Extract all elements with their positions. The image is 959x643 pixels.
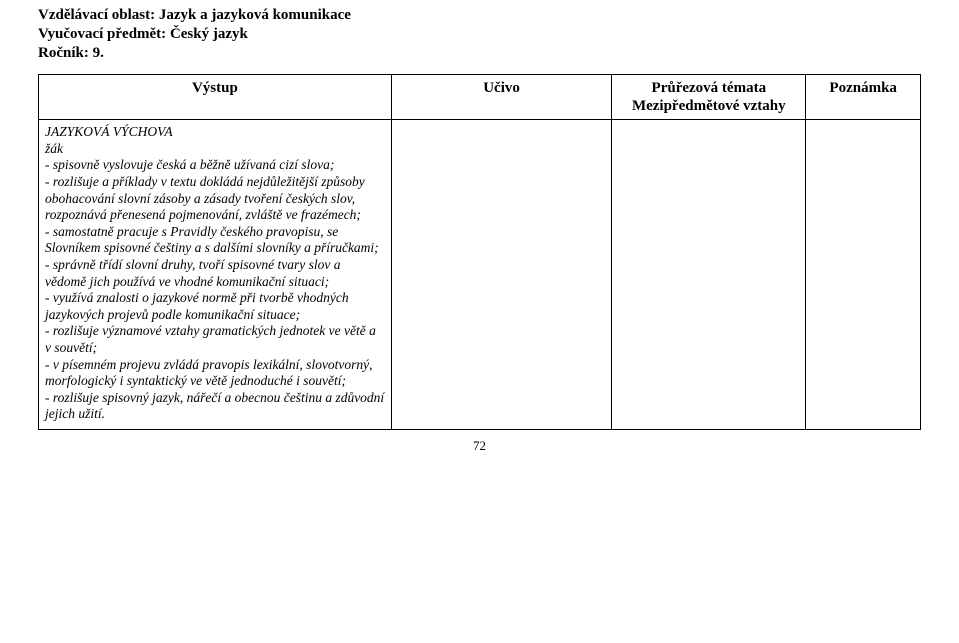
content-bullet: - rozlišuje spisovný jazyk, nářečí a obe… [45, 390, 385, 423]
cell-ucivo [391, 120, 612, 430]
cell-vystup: JAZYKOVÁ VÝCHOVA žák - spisovně vyslovuj… [39, 120, 392, 430]
header-line-3: Ročník: 9. [38, 44, 921, 63]
table-row: JAZYKOVÁ VÝCHOVA žák - spisovně vyslovuj… [39, 120, 921, 430]
content-bullet: - správně třídí slovní druhy, tvoří spis… [45, 257, 385, 290]
header-label-3: Ročník: [38, 45, 89, 61]
content-bullet: - využívá znalosti o jazykové normě při … [45, 290, 385, 323]
page-container: Vzdělávací oblast: Jazyk a jazyková komu… [0, 0, 959, 454]
curriculum-table: Výstup Učivo Průřezová témata Mezipředmě… [38, 74, 921, 430]
col-header-ucivo: Učivo [391, 75, 612, 120]
content-bullet: - samostatně pracuje s Pravidly českého … [45, 224, 385, 257]
col-header-prurezova-l2: Mezipředmětové vztahy [632, 98, 786, 114]
header-line-1: Vzdělávací oblast: Jazyk a jazyková komu… [38, 6, 921, 25]
header-value-1: Jazyk a jazyková komunikace [159, 7, 351, 23]
col-header-prurezova-l1: Průřezová témata [652, 80, 767, 96]
content-bullet: - v písemném projevu zvládá pravopis lex… [45, 357, 385, 390]
content-title: JAZYKOVÁ VÝCHOVA [45, 124, 385, 141]
table-head: Výstup Učivo Průřezová témata Mezipředmě… [39, 75, 921, 120]
content-zak: žák [45, 141, 385, 158]
content-bullet: - rozlišuje významové vztahy gramatickýc… [45, 323, 385, 356]
doc-header: Vzdělávací oblast: Jazyk a jazyková komu… [38, 6, 921, 62]
col-header-poznamka: Poznámka [806, 75, 921, 120]
table-body: JAZYKOVÁ VÝCHOVA žák - spisovně vyslovuj… [39, 120, 921, 430]
col-header-vystup: Výstup [39, 75, 392, 120]
col-header-prurezova: Průřezová témata Mezipředmětové vztahy [612, 75, 806, 120]
table-header-row: Výstup Učivo Průřezová témata Mezipředmě… [39, 75, 921, 120]
content-bullet: - spisovně vyslovuje česká a běžně užíva… [45, 157, 385, 174]
cell-poznamka [806, 120, 921, 430]
header-label-1: Vzdělávací oblast: [38, 7, 155, 23]
header-value-3: 9. [93, 45, 104, 61]
cell-prurezova [612, 120, 806, 430]
content-bullet: - rozlišuje a příklady v textu dokládá n… [45, 174, 385, 224]
header-value-2: Český jazyk [170, 26, 248, 42]
page-number: 72 [38, 438, 921, 454]
header-label-2: Vyučovací předmět: [38, 26, 166, 42]
header-line-2: Vyučovací předmět: Český jazyk [38, 25, 921, 44]
